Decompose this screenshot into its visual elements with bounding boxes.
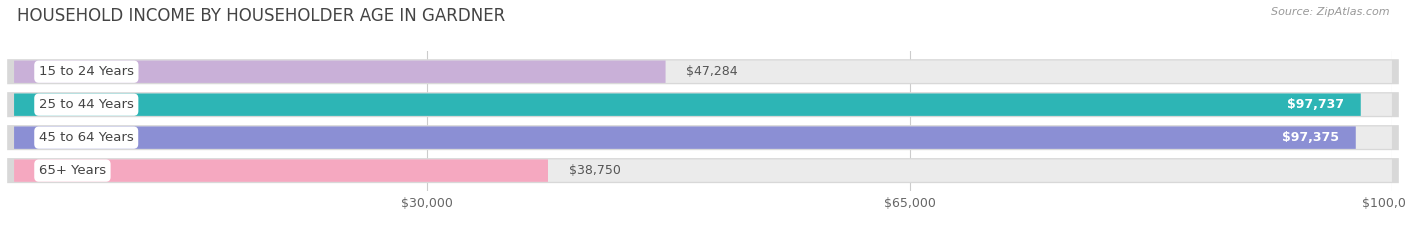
- FancyBboxPatch shape: [14, 159, 548, 182]
- FancyBboxPatch shape: [14, 127, 1392, 149]
- Text: 25 to 44 Years: 25 to 44 Years: [39, 98, 134, 111]
- FancyBboxPatch shape: [14, 61, 665, 83]
- Text: $97,375: $97,375: [1282, 131, 1340, 144]
- FancyBboxPatch shape: [14, 61, 1392, 83]
- FancyBboxPatch shape: [7, 158, 1399, 183]
- Text: $38,750: $38,750: [568, 164, 620, 177]
- FancyBboxPatch shape: [7, 125, 1399, 150]
- FancyBboxPatch shape: [14, 159, 1392, 182]
- Text: 65+ Years: 65+ Years: [39, 164, 105, 177]
- FancyBboxPatch shape: [14, 127, 1355, 149]
- FancyBboxPatch shape: [7, 92, 1399, 117]
- FancyBboxPatch shape: [14, 93, 1392, 116]
- Text: $97,737: $97,737: [1288, 98, 1344, 111]
- FancyBboxPatch shape: [7, 59, 1399, 84]
- Text: Source: ZipAtlas.com: Source: ZipAtlas.com: [1271, 7, 1389, 17]
- Text: 15 to 24 Years: 15 to 24 Years: [39, 65, 134, 78]
- Text: $47,284: $47,284: [686, 65, 738, 78]
- FancyBboxPatch shape: [14, 93, 1361, 116]
- Text: HOUSEHOLD INCOME BY HOUSEHOLDER AGE IN GARDNER: HOUSEHOLD INCOME BY HOUSEHOLDER AGE IN G…: [17, 7, 505, 25]
- Text: 45 to 64 Years: 45 to 64 Years: [39, 131, 134, 144]
